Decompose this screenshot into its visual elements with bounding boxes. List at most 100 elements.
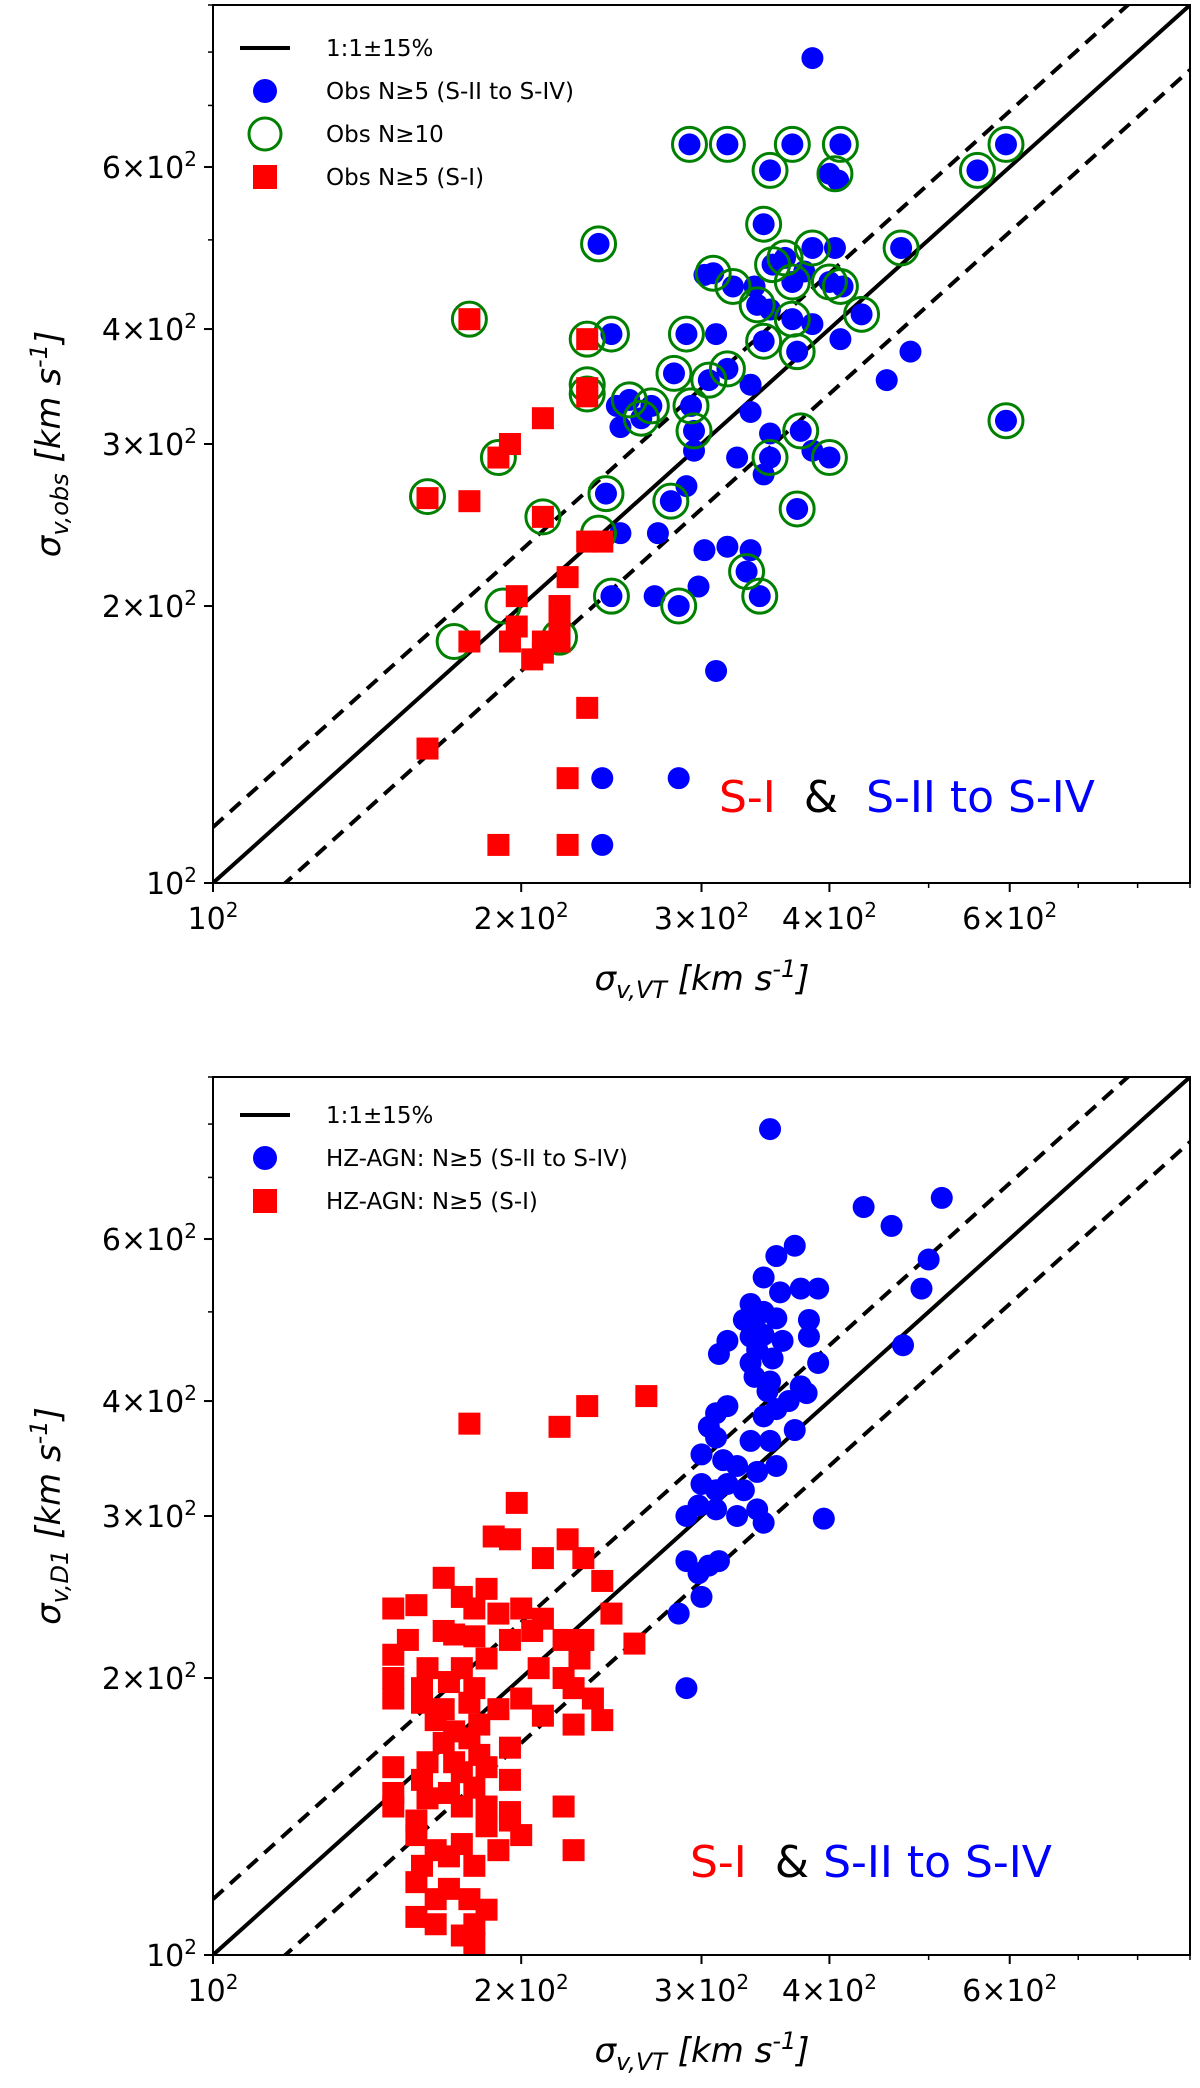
data-point-green-ring	[782, 412, 820, 450]
data-point-blue-circle	[752, 1266, 775, 1289]
legend-green-ring-marker	[247, 116, 283, 152]
data-point-green-ring	[524, 498, 562, 536]
data-point-red-square	[531, 407, 554, 430]
x-tick-label: 4×102	[782, 898, 877, 937]
annotation-part3: S-II to S-IV	[823, 1837, 1052, 1888]
data-point-green-ring	[632, 387, 670, 425]
data-point-green-ring	[587, 475, 625, 513]
data-point-blue-circle	[880, 1214, 903, 1237]
data-point-green-ring	[610, 381, 648, 419]
data-point-green-ring	[690, 361, 728, 399]
data-point-blue-circle	[801, 236, 824, 259]
data-point-red-square	[548, 1415, 571, 1438]
data-point-blue-circle	[739, 401, 762, 424]
data-point-red-square	[437, 1877, 460, 1900]
data-point-blue-circle	[789, 419, 812, 442]
data-point-red-square	[382, 1795, 405, 1818]
x-tick-label: 3×102	[654, 1970, 749, 2009]
data-point-blue-circle	[831, 275, 854, 298]
data-point-blue-circle	[752, 330, 775, 353]
data-point-blue-circle	[683, 419, 706, 442]
data-point-blue-circle	[769, 1281, 792, 1304]
data-point-red-square	[458, 308, 481, 331]
data-point-blue-circle	[600, 585, 623, 608]
y-tick-label: 6×102	[102, 1219, 197, 1258]
data-point-red-square	[475, 1795, 498, 1818]
data-point-blue-circle	[705, 1426, 728, 1449]
data-point-red-square	[416, 487, 439, 510]
data-point-green-ring	[652, 482, 690, 520]
data-point-blue-circle	[732, 1479, 755, 1502]
data-point-green-ring	[810, 439, 848, 477]
data-point-red-square	[382, 1687, 405, 1710]
data-point-blue-circle	[797, 1325, 820, 1348]
x-tick-label: 3×102	[654, 898, 749, 937]
data-point-blue-circle	[705, 323, 728, 346]
data-point-blue-circle	[739, 1429, 762, 1452]
data-point-red-square	[382, 1756, 405, 1779]
data-point-green-ring	[821, 125, 859, 163]
data-point-red-square	[405, 1824, 428, 1847]
data-point-red-square	[576, 328, 599, 351]
data-point-red-square	[531, 1704, 554, 1727]
data-point-red-square	[591, 1569, 614, 1592]
data-point-blue-circle	[748, 585, 771, 608]
data-point-blue-circle	[759, 422, 782, 445]
data-point-blue-circle	[675, 1505, 698, 1527]
data-point-blue-circle	[752, 213, 775, 236]
data-point-blue-circle	[875, 369, 898, 392]
legend-entry: Obs N≥5 (S-II to S-IV)	[326, 79, 574, 105]
data-point-green-ring	[622, 399, 660, 437]
data-point-red-square	[505, 1491, 528, 1514]
data-point-red-square	[510, 1824, 533, 1847]
data-point-green-ring	[778, 333, 816, 371]
data-point-green-ring	[479, 439, 517, 477]
data-point-red-square	[487, 446, 510, 469]
data-point-blue-circle	[675, 323, 698, 346]
x-tick-label: 2×102	[474, 1970, 569, 2009]
y-axis-label: σv,obs [km s-1]	[25, 331, 74, 557]
legend-entry: HZ-AGN: N≥5 (S-I)	[326, 1189, 538, 1215]
data-point-red-square	[552, 1795, 575, 1818]
data-point-green-ring	[773, 125, 811, 163]
data-point-blue-circle	[795, 1382, 818, 1405]
data-point-blue-circle	[726, 446, 749, 469]
data-point-blue-circle	[591, 767, 614, 790]
data-point-blue-circle	[801, 47, 824, 70]
data-point-blue-circle	[994, 133, 1017, 156]
data-point-blue-circle	[852, 1196, 875, 1219]
data-point-blue-circle	[705, 1498, 728, 1521]
data-point-red-square	[443, 1623, 466, 1646]
data-point-blue-circle	[752, 1405, 775, 1428]
data-point-red-square	[576, 696, 599, 719]
data-point-red-square	[382, 1667, 405, 1690]
legend-blue-circle-marker	[253, 1146, 277, 1170]
legend-entry: 1:1±15%	[326, 1103, 433, 1129]
data-point-blue-circle	[591, 833, 614, 856]
data-point-blue-circle	[829, 328, 852, 351]
data-point-blue-circle	[812, 1507, 835, 1530]
data-point-red-square	[475, 1756, 498, 1779]
data-point-blue-circle	[683, 439, 706, 462]
data-point-red-square	[487, 1602, 510, 1625]
data-point-blue-circle	[600, 323, 623, 346]
y-tick-label: 4×102	[102, 309, 197, 348]
data-point-blue-circle	[827, 169, 850, 192]
data-point-green-ring	[778, 490, 816, 528]
data-point-green-ring	[592, 577, 630, 615]
legend-red-square-marker	[253, 1189, 277, 1213]
data-point-blue-circle	[759, 1118, 782, 1141]
data-point-blue-circle	[667, 767, 690, 790]
data-point-green-ring	[741, 577, 779, 615]
x-tick-label: 2×102	[474, 898, 569, 937]
data-point-blue-circle	[739, 373, 762, 396]
data-point-blue-circle	[690, 1585, 713, 1608]
data-point-green-ring	[751, 439, 789, 477]
data-point-red-square	[548, 630, 571, 653]
data-point-red-square	[416, 1657, 439, 1680]
data-point-blue-circle	[765, 1245, 788, 1268]
data-point-blue-circle	[789, 1277, 812, 1300]
data-point-red-square	[410, 1768, 433, 1791]
data-point-red-square	[498, 1528, 521, 1551]
data-point-blue-circle	[994, 409, 1017, 432]
